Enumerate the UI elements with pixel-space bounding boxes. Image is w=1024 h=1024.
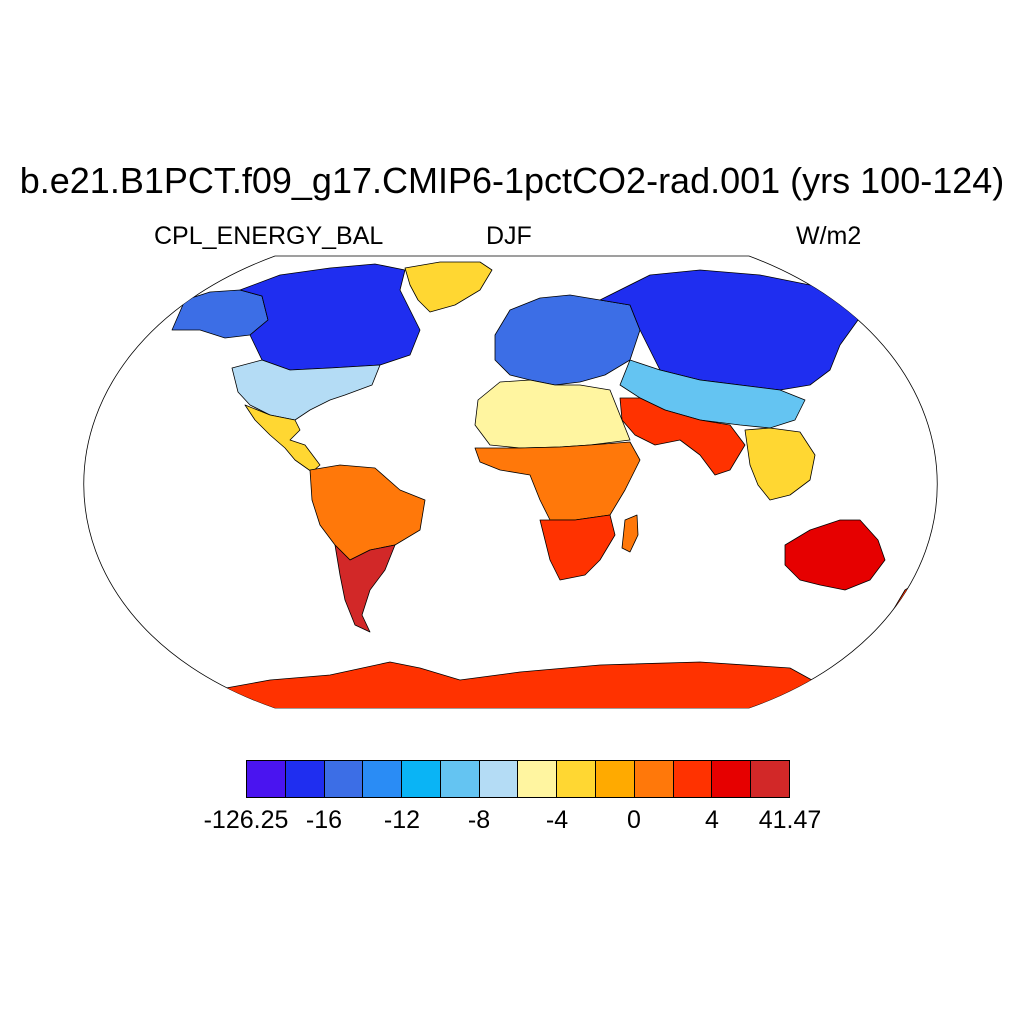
color-swatch	[440, 761, 480, 797]
color-legend-tick-label: 4	[705, 806, 719, 834]
region-united-states	[231, 359, 381, 421]
region-madagascar	[621, 514, 639, 553]
color-swatch	[673, 761, 713, 797]
color-swatch	[363, 761, 403, 797]
color-legend-tick-label: -16	[305, 806, 343, 834]
region-north-africa	[474, 379, 631, 449]
color-swatch	[324, 761, 364, 797]
color-swatch	[518, 761, 558, 797]
region-mexico-central-america	[244, 404, 321, 473]
region-canada	[239, 263, 421, 371]
color-swatch	[751, 761, 789, 797]
region-australia	[784, 519, 886, 591]
color-swatch	[596, 761, 635, 797]
color-legend-tick-label: -8	[467, 806, 491, 834]
region-antarctica	[199, 661, 831, 708]
color-swatch	[712, 761, 752, 797]
region-south-america-south	[334, 544, 396, 633]
region-russia-siberia	[599, 269, 859, 391]
units-label: W/m2	[796, 222, 862, 250]
color-legend-tick-label: -126.25	[203, 806, 289, 834]
region-greenland	[404, 261, 493, 313]
color-swatch	[285, 761, 325, 797]
region-middle-east-india	[619, 397, 746, 476]
region-southeast-asia	[744, 427, 816, 501]
color-swatch	[479, 761, 519, 797]
color-swatch	[634, 761, 674, 797]
color-legend-tick-label: -4	[545, 806, 569, 834]
color-legend-tick-label: 41.47	[758, 806, 822, 834]
region-southern-africa	[539, 514, 616, 581]
color-swatch	[402, 761, 441, 797]
color-swatch	[247, 761, 286, 797]
color-legend-tick-label: 0	[627, 806, 641, 834]
color-legend-tick-label: -12	[383, 806, 421, 834]
color-swatch	[557, 761, 597, 797]
variable-label: CPL_ENERGY_BAL	[154, 222, 384, 250]
color-legend	[246, 760, 790, 798]
map-title: b.e21.B1PCT.f09_g17.CMIP6-1pctCO2-rad.00…	[19, 160, 1005, 201]
season-label: DJF	[486, 222, 532, 250]
